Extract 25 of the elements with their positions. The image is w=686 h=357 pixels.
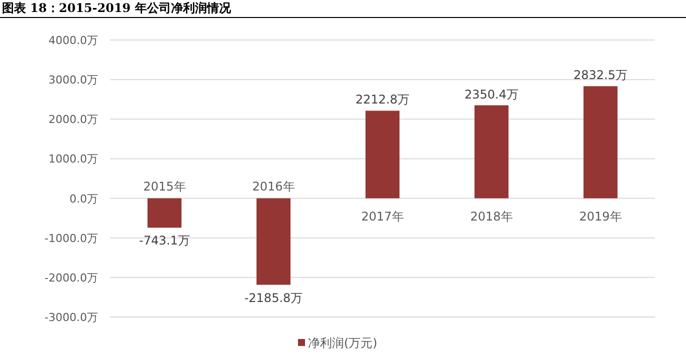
- legend-label: 净利润(万元): [308, 336, 378, 350]
- bar: [474, 105, 508, 198]
- chart-title: 图表 18：2015-2019 年公司净利润情况: [2, 1, 232, 15]
- y-tick-label: 0.0万: [70, 192, 98, 206]
- data-label: -2185.8万: [244, 290, 303, 305]
- data-label: 2832.5万: [574, 68, 628, 82]
- bar: [256, 198, 290, 285]
- y-tick-label: -2000.0万: [44, 271, 98, 284]
- y-tick-label: -1000.0万: [44, 232, 98, 245]
- data-label: 2212.8万: [356, 92, 410, 107]
- y-tick-label: 2000.0万: [48, 113, 98, 126]
- y-tick-label: -3000.0万: [44, 311, 98, 324]
- bar: [148, 198, 182, 228]
- y-tick-label: 3000.0万: [48, 74, 98, 87]
- x-tick-label: 2015年: [143, 179, 186, 194]
- x-tick-label: 2019年: [579, 209, 622, 224]
- y-tick-label: 4000.0万: [48, 34, 98, 47]
- y-tick-label: 1000.0万: [48, 152, 98, 166]
- data-label: -743.1万: [139, 234, 190, 248]
- x-tick-label: 2018年: [470, 209, 513, 224]
- x-tick-label: 2017年: [361, 209, 404, 224]
- x-tick-label: 2016年: [252, 179, 295, 194]
- data-label: 2350.4万: [464, 87, 518, 102]
- bar: [366, 110, 400, 198]
- bar: [584, 86, 618, 198]
